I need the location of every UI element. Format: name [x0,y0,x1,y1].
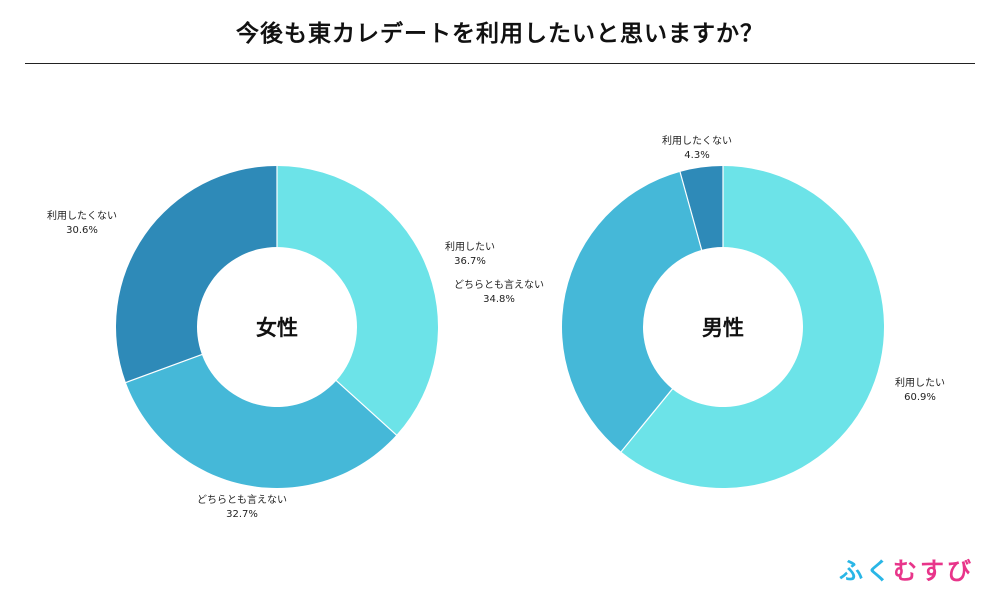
donut-0-slice-1-label: どちらとも言えない 32.7% [197,493,287,520]
donut-1-separator-1 [620,387,674,453]
donut-1-slice-0 [621,166,884,489]
donut-0-slice-0-label: 利用したい 36.7% [445,241,495,267]
donut-1-slice-0-label: 利用したい 60.9% [895,377,945,403]
donut-1-center-title: 男性 [702,316,744,340]
logo-char: び [947,557,974,585]
logo-char: む [893,557,920,585]
title-divider [25,63,975,64]
donut-0-slice-0 [277,166,438,435]
donut-0-slice-1 [125,354,397,488]
donut-0-slice-2-label: 利用したくない 30.6% [47,210,117,236]
brand-logo: ふくむすび [839,556,974,586]
donut-1-slice-1-label: どちらとも言えない 34.8% [454,278,544,305]
donut-0-slice-2 [116,166,277,383]
page-title: 今後も東カレデートを利用したいと思いますか？ [236,21,764,47]
donut-1-slice-2 [680,166,723,250]
donut-1-separator-2 [679,170,703,252]
logo-char: ふ [839,557,866,585]
donut-1-slice-2-label: 利用したくない 4.3% [662,135,732,161]
donut-1-slice-1 [562,171,702,452]
donut-0-separator-1 [335,379,398,437]
donut-0-separator-2 [124,353,204,384]
logo-char: す [920,557,947,585]
logo-char: く [866,557,893,585]
donut-0-center-title: 女性 [256,316,298,340]
